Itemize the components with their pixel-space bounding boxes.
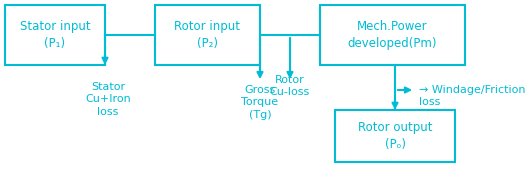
Bar — [155, 5, 260, 65]
Text: Rotor input
(P₂): Rotor input (P₂) — [175, 20, 240, 50]
Bar — [320, 5, 465, 65]
Text: Rotor
Cu-loss: Rotor Cu-loss — [270, 75, 310, 97]
Bar — [5, 5, 105, 65]
Bar — [335, 110, 455, 162]
Text: Stator input
(P₁): Stator input (P₁) — [19, 20, 90, 50]
Text: Gross
Torque
(Tg): Gross Torque (Tg) — [241, 85, 279, 120]
Text: Mech.Power
developed(Pm): Mech.Power developed(Pm) — [348, 20, 437, 50]
Text: → Windage/Friction
loss: → Windage/Friction loss — [419, 85, 525, 107]
Text: Stator
Cu+Iron
loss: Stator Cu+Iron loss — [85, 82, 131, 117]
Text: Rotor output
(Pₒ): Rotor output (Pₒ) — [358, 121, 432, 151]
